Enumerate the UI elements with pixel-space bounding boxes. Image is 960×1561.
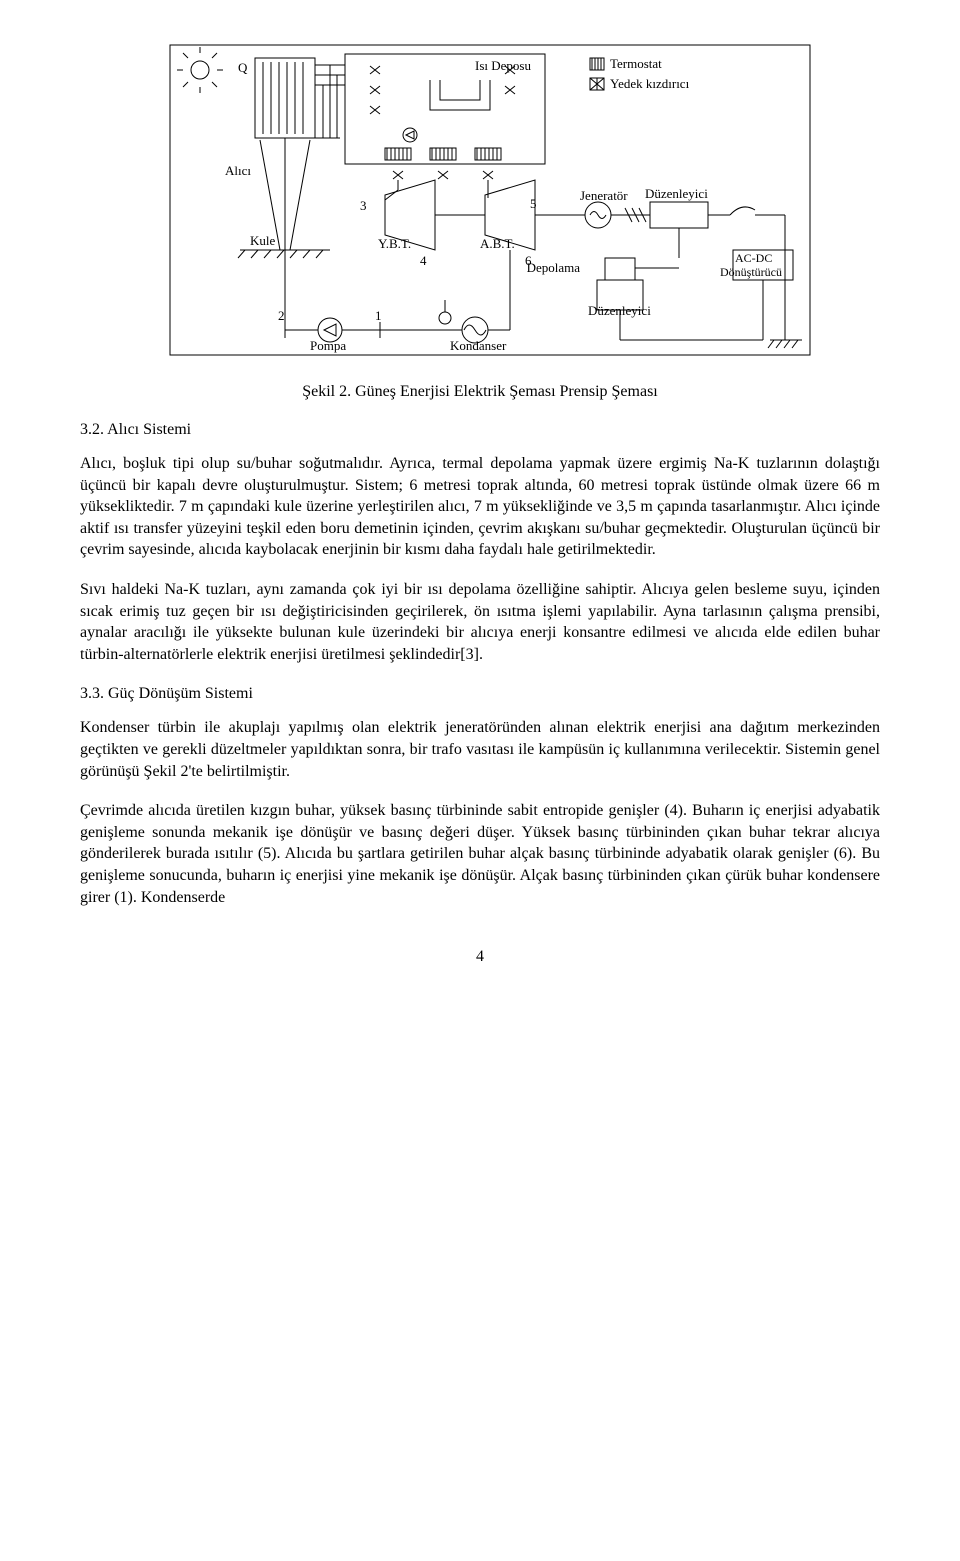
label-depolama: Depolama bbox=[527, 260, 581, 275]
section-3-3-title: 3.3. Güç Dönüşüm Sistemi bbox=[80, 685, 880, 703]
paragraph-1: Alıcı, boşluk tipi olup su/buhar soğutma… bbox=[80, 453, 880, 561]
label-acdc-2: Dönüştürücü bbox=[720, 265, 782, 279]
label-n2: 2 bbox=[278, 308, 285, 323]
paragraph-2: Sıvı haldeki Na-K tuzları, aynı zamanda … bbox=[80, 579, 880, 665]
label-n1: 1 bbox=[375, 308, 382, 323]
heat-storage-icon: Isı Deposu bbox=[345, 54, 545, 179]
label-alici: Alıcı bbox=[225, 163, 251, 178]
label-n5: 5 bbox=[530, 196, 537, 211]
label-isi-deposu: Isı Deposu bbox=[475, 58, 531, 73]
label-n3: 3 bbox=[360, 198, 367, 213]
label-kondanser: Kondanser bbox=[450, 338, 507, 353]
section-3-2-title: 3.2. Alıcı Sistemi bbox=[80, 421, 880, 439]
receiver-icon bbox=[255, 58, 315, 138]
label-abt: A.B.T. bbox=[480, 236, 515, 251]
label-kule: Kule bbox=[250, 233, 276, 248]
figure-caption: Şekil 2. Güneş Enerjisi Elektrik Şeması … bbox=[80, 383, 880, 401]
label-n4: 4 bbox=[420, 253, 427, 268]
label-duzenleyici-top: Düzenleyici bbox=[645, 186, 708, 201]
thermostat-icon bbox=[590, 58, 604, 70]
sun-icon bbox=[177, 47, 223, 93]
paragraph-4: Çevrimde alıcıda üretilen kızgın buhar, … bbox=[80, 800, 880, 908]
figure-2-diagram: Q Alıcı Isı Deposu bbox=[80, 40, 880, 375]
label-ybt: Y.B.T. bbox=[378, 236, 411, 251]
paragraph-3: Kondenser türbin ile akuplajı yapılmış o… bbox=[80, 717, 880, 782]
label-termostat: Termostat bbox=[610, 56, 662, 71]
page-number: 4 bbox=[80, 948, 880, 966]
label-acdc-1: AC-DC bbox=[735, 251, 772, 265]
label-pompa: Pompa bbox=[310, 338, 346, 353]
label-yedek: Yedek kızdırıcı bbox=[610, 76, 690, 91]
label-q: Q bbox=[238, 60, 248, 75]
aux-heater-icon bbox=[590, 78, 604, 90]
generator-icon bbox=[585, 202, 611, 228]
label-jenerator: Jeneratör bbox=[580, 188, 628, 203]
